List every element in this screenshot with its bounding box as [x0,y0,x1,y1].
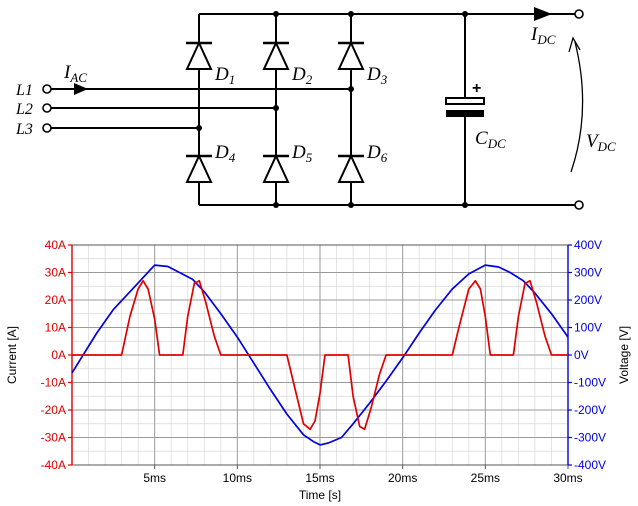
y-right-tick-label: -400V [574,458,606,472]
idc-arrow-icon [534,7,552,21]
y-left-tick-label: 0A [51,348,66,362]
cdc-label: CDC [475,128,506,151]
diode-1 [185,40,213,70]
junction-dot [462,11,468,17]
x-tick-label: 20ms [388,471,417,485]
dc-capacitor: + [445,80,485,117]
l3-label: L3 [15,121,33,138]
junction-dot [462,202,468,208]
y-left-tick-label: -40A [41,458,66,472]
junction-dot [196,125,202,131]
waveform-chart: 5ms 10ms 15ms 20ms 25ms 30ms 40A 30A 20A 10A 0A -10… [5,238,631,502]
junction-dot [273,11,279,17]
major-grid [72,245,568,465]
dc-negative-terminal [574,200,584,210]
y-right-tick-label: 400V [574,238,602,252]
diode-4 [185,153,213,183]
x-axis-title: Time [s] [299,488,341,502]
y-left-tick-label: -30A [41,431,66,445]
idc-label: IDC [530,24,556,47]
y-left-tick-label: 40A [45,238,66,252]
series-layer [71,264,569,446]
junction-dots [196,11,468,208]
junction-dot [348,202,354,208]
y-right-tick-label: -100V [574,376,606,390]
y-left-tick-label: -20A [41,403,66,417]
diode-2 [262,40,290,70]
axis-ticks [68,244,572,469]
junction-dot [273,105,279,111]
junction-dot [348,86,354,92]
diode-5 [262,153,290,183]
diode-3 [337,40,365,70]
l2-terminal [42,103,52,113]
l1-label: L1 [15,82,33,99]
diode-bridge [185,40,365,183]
y-right-tick-label: -200V [574,403,606,417]
l3-terminal [42,123,52,133]
capacitor-plate-negative [446,110,484,117]
x-tick-label: 5ms [143,471,166,485]
d5-label: D5 [291,142,313,165]
l2-label: L2 [15,101,33,118]
y-left-tick-label: 20A [45,293,66,307]
d2-label: D2 [291,64,313,87]
vdc-label: VDC [586,131,616,154]
y-right-tick-label: -300V [574,431,606,445]
y-left-tick-label: -10A [41,376,66,390]
diode-6 [337,153,365,183]
y-right-tick-label: 0V [574,348,589,362]
x-tick-label: 15ms [305,471,334,485]
y-right-tick-label: 300V [574,266,602,280]
capacitor-polarity: + [472,80,481,97]
voltage-series-line [71,264,569,446]
current-series-line [72,279,568,431]
d4-label: D4 [214,142,236,165]
y-right-tick-label: 100V [574,321,602,335]
d6-label: D6 [366,142,388,165]
y-left-tick-label: 30A [45,266,66,280]
x-tick-label: 10ms [223,471,252,485]
iac-label: IAC [63,62,87,85]
l1-terminal [42,84,52,94]
y-axis-left-title: Current [A] [5,326,19,384]
rectifier-circuit [51,13,575,206]
d1-label: D1 [214,64,235,87]
dc-positive-terminal [574,9,584,19]
tick-labels: 5ms 10ms 15ms 20ms 25ms 30ms 40A 30A 20A 10A 0A -10… [41,238,606,485]
junction-dot [273,202,279,208]
x-tick-label: 25ms [471,471,500,485]
y-axis-right-title: Voltage [V] [617,326,631,384]
iac-arrow-icon [74,83,88,95]
terminals [42,9,584,210]
vdc-arrow-icon [568,36,581,53]
capacitor-plate-positive [445,97,485,105]
y-right-tick-label: 200V [574,293,602,307]
d3-label: D3 [366,64,388,87]
y-left-tick-label: 10A [45,321,66,335]
vdc-arrow [570,41,584,173]
x-tick-label: 30ms [553,471,582,485]
junction-dot [348,11,354,17]
